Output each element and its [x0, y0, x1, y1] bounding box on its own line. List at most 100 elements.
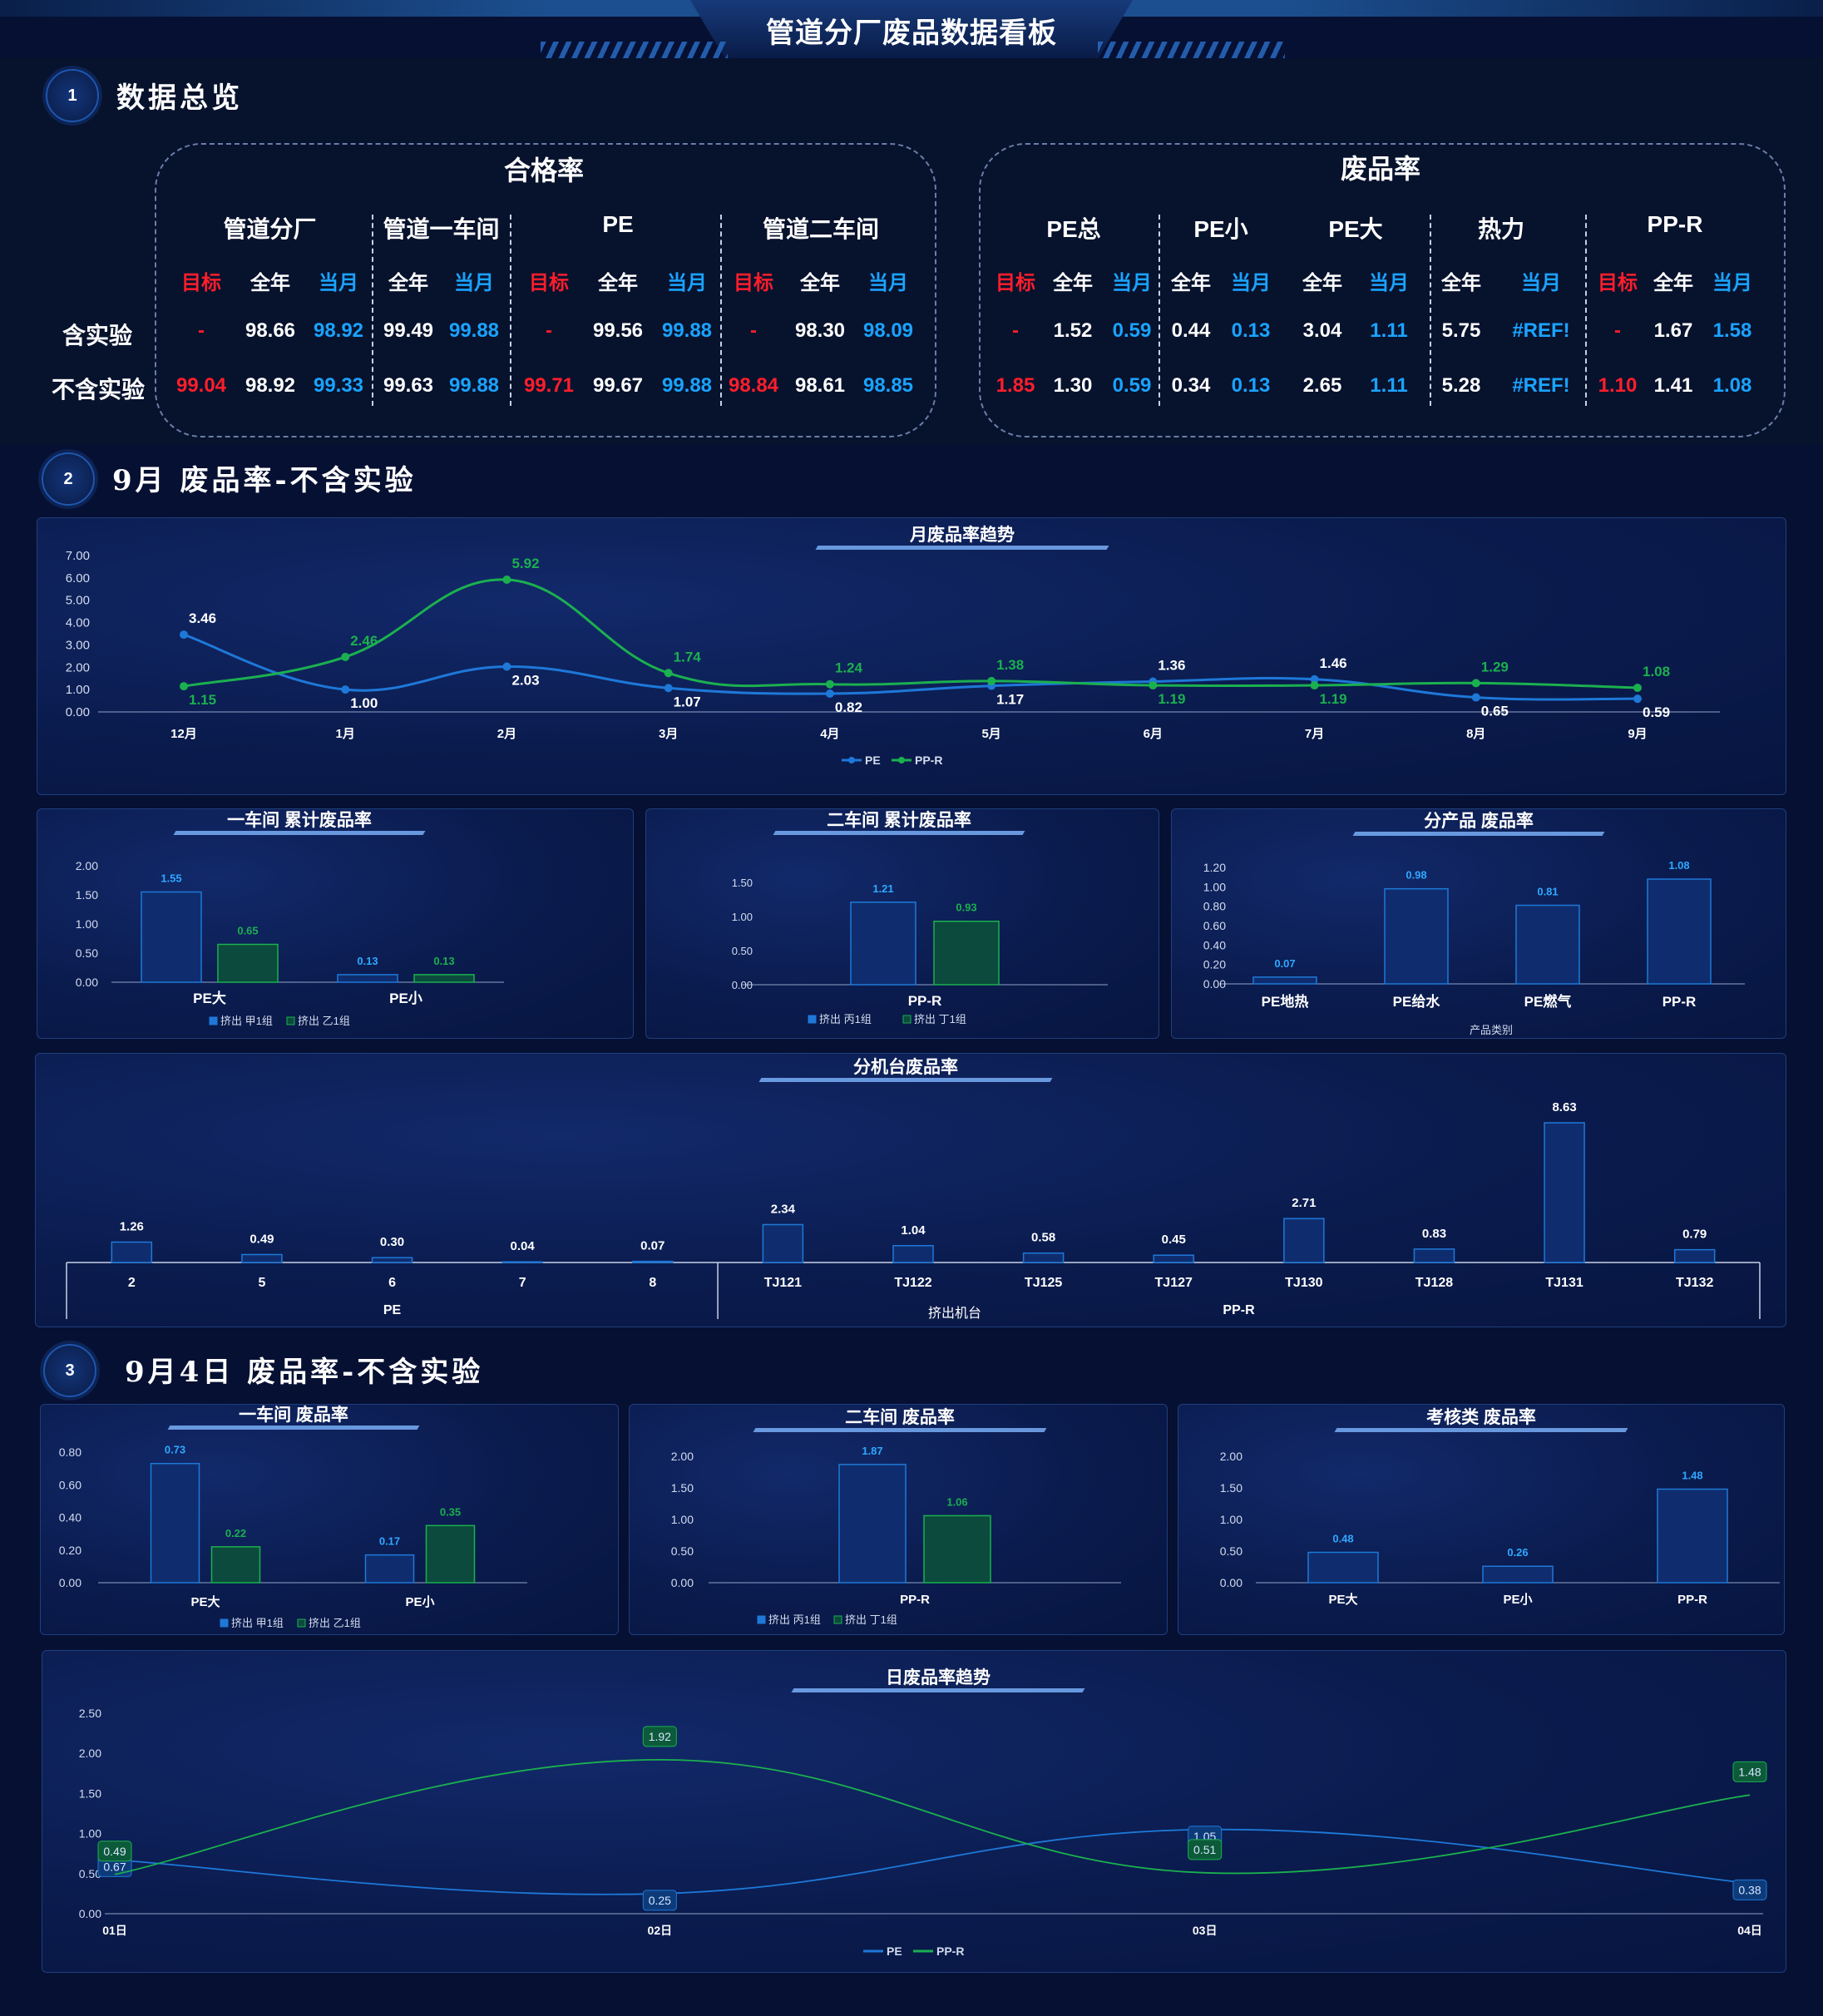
- y-tick-label: 0.20: [1203, 958, 1226, 971]
- pass-value: -: [198, 319, 205, 342]
- data-point: [1310, 681, 1319, 690]
- scrap-value: -: [1012, 319, 1019, 342]
- panel-title: 一车间 废品率: [239, 1405, 348, 1425]
- bar: [1413, 1248, 1455, 1263]
- scrap-value: 1.10: [1598, 374, 1638, 397]
- y-tick-label: 0.00: [732, 979, 753, 991]
- title-plate: [690, 0, 1133, 60]
- section-badge-1: 1: [46, 69, 99, 122]
- scrap-subheader: 全年: [1441, 272, 1481, 294]
- scrap-group-header: 热力: [1477, 216, 1524, 242]
- data-label: 0.38: [1738, 1883, 1761, 1896]
- data-label: 0.82: [835, 699, 862, 715]
- panel-title-bar: [773, 831, 1025, 835]
- y-tick-label: 1.00: [76, 917, 98, 931]
- data-label: 2.03: [511, 672, 539, 688]
- x-tick-label: PE给水: [1393, 993, 1441, 1010]
- scrap-value: 1.58: [1712, 319, 1752, 342]
- y-tick-label: 1.50: [76, 888, 98, 902]
- pass-subheader: 全年: [598, 272, 638, 294]
- bar-value-label: 0.79: [1682, 1228, 1707, 1242]
- y-tick-label: 2.00: [1220, 1450, 1243, 1463]
- scrap-value: 0.34: [1171, 374, 1211, 397]
- bar-value-label: 1.26: [120, 1219, 144, 1233]
- data-label: 0.65: [1481, 704, 1509, 719]
- x-tick-label: 04日: [1737, 1924, 1762, 1937]
- bar-value-label: 1.21: [872, 882, 893, 895]
- x-tick-label: 1月: [336, 727, 355, 741]
- panel-title: 分机台废品率: [853, 1057, 958, 1077]
- y-tick-label: 2.50: [79, 1707, 101, 1720]
- pass-value: 99.88: [661, 319, 713, 342]
- x-tick-label: PE大: [190, 1594, 220, 1609]
- bar: [838, 1464, 907, 1584]
- legend-swatch: [209, 1016, 218, 1025]
- series-line-ppr: [183, 578, 1638, 689]
- pass-value: 99.88: [661, 374, 713, 397]
- group-label: PP-R: [1223, 1303, 1255, 1317]
- y-tick-label: 0.50: [732, 945, 753, 957]
- legend-label: 挤出 丙1组: [768, 1613, 821, 1626]
- y-tick-label: 1.50: [671, 1481, 694, 1495]
- bar: [217, 943, 279, 983]
- scrap-value: #REF!: [1512, 374, 1570, 397]
- bar-value-label: 0.48: [1332, 1533, 1353, 1545]
- section-title-3: 9月4日 废品率-不含实验: [125, 1356, 484, 1389]
- legend-label: 挤出 乙1组: [298, 1015, 350, 1027]
- bar-value-label: 0.45: [1162, 1233, 1186, 1247]
- y-tick-label: 0.00: [59, 1576, 82, 1589]
- data-point: [664, 684, 673, 693]
- legend-swatch: [833, 1615, 842, 1624]
- bar-value-label: 2.34: [771, 1202, 796, 1216]
- pass-value: -: [750, 319, 757, 342]
- x-tick-label: TJ125: [1025, 1276, 1062, 1290]
- x-tick-label: PE燃气: [1524, 993, 1572, 1010]
- data-point: [825, 689, 834, 698]
- section-title-1: 数据总览: [116, 82, 243, 115]
- x-tick-label: 5月: [981, 727, 1000, 741]
- legend-dot: [848, 757, 855, 763]
- x-tick-label: 8: [649, 1276, 656, 1290]
- data-label: 2.46: [350, 633, 378, 649]
- scrap-value: 1.85: [995, 374, 1035, 397]
- data-label-box: [1732, 1761, 1767, 1782]
- legend-label: 挤出 丙1组: [819, 1013, 872, 1025]
- pass-value: 99.67: [592, 374, 644, 397]
- panel-title-bar: [753, 1428, 1047, 1432]
- x-tick-label: PP-R: [1662, 994, 1697, 1010]
- y-tick-label: 1.50: [1220, 1481, 1243, 1495]
- pass-value: 98.61: [794, 374, 846, 397]
- scrap-value: #REF!: [1512, 319, 1570, 342]
- x-tick-label: 4月: [820, 727, 839, 741]
- scrap-value: 1.52: [1053, 319, 1093, 342]
- bar: [141, 891, 202, 983]
- scrap-group-header: PE总: [1046, 216, 1101, 242]
- legend-label: 挤出 甲1组: [231, 1617, 284, 1629]
- data-label: 1.07: [674, 694, 701, 709]
- data-point: [825, 679, 834, 689]
- scrap-value: 1.11: [1370, 374, 1408, 397]
- y-tick-label: 0.50: [671, 1544, 694, 1558]
- panel-title-bar: [167, 1426, 420, 1430]
- bar-value-label: 8.63: [1552, 1100, 1576, 1114]
- scrap-value: -: [1614, 319, 1621, 342]
- data-point: [1310, 674, 1319, 684]
- bar: [111, 1241, 153, 1263]
- x-tick-label: 6: [388, 1276, 396, 1290]
- bar: [933, 920, 1000, 986]
- x-tick-label: TJ130: [1285, 1276, 1322, 1290]
- group-label: PE: [383, 1303, 402, 1317]
- y-tick-label: 0.00: [76, 976, 98, 989]
- scrap-rate-box: [979, 143, 1786, 437]
- pass-rate-box: [155, 143, 936, 437]
- section-title-2: 9月 废品率-不含实验: [112, 464, 417, 497]
- y-tick-label: 1.00: [1203, 880, 1226, 893]
- scrap-value: 1.30: [1053, 374, 1093, 397]
- y-tick-label: 3.00: [66, 638, 90, 652]
- panel-title-bar: [815, 546, 1109, 550]
- legend-label: PP-R: [936, 1944, 964, 1958]
- data-point: [1633, 683, 1642, 692]
- pass-group-header: 管道一车间: [383, 216, 500, 242]
- y-tick-label: 0.40: [59, 1511, 82, 1524]
- data-label: 0.51: [1193, 1843, 1216, 1856]
